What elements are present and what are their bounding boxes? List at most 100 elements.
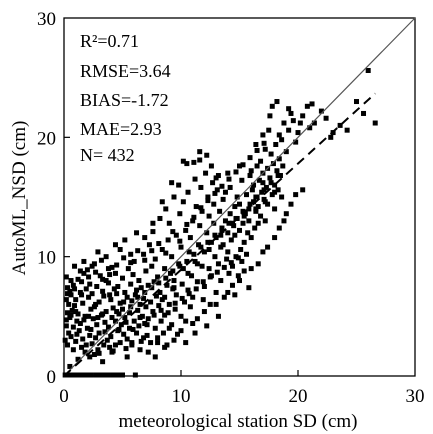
data-point [87,332,93,338]
data-point [84,267,90,273]
stat-rmse: RMSE=3.64 [80,61,171,81]
data-point [83,342,89,348]
data-point [82,349,88,355]
data-point [205,239,211,245]
data-point [207,274,213,280]
data-point [184,258,190,264]
data-point [262,146,268,152]
data-point [235,255,241,261]
data-point [249,187,255,193]
data-point [108,297,114,303]
data-point [235,273,241,279]
data-point [115,284,121,289]
data-point [164,282,170,288]
data-point [273,141,279,147]
data-point [300,113,306,119]
data-point [96,330,102,336]
data-point [191,214,197,220]
data-point [365,68,371,74]
data-point [112,270,118,276]
data-point [229,263,235,269]
data-point [141,251,147,257]
data-point [199,208,205,214]
data-point [204,152,210,158]
data-point [66,330,72,336]
data-point [100,276,106,282]
data-point [109,349,115,355]
data-point [232,292,238,298]
data-point [222,189,228,195]
data-point [169,180,175,186]
data-point [76,328,82,334]
data-point [201,309,207,315]
data-point [121,331,127,337]
data-point [221,294,227,300]
data-point [76,372,82,378]
data-point [290,118,296,124]
data-point [107,272,113,278]
data-point [89,263,95,269]
data-point [275,187,281,193]
y-tick-label: 10 [37,248,56,269]
data-point [162,266,168,272]
data-point [234,194,240,200]
data-point [248,168,254,174]
data-point [151,312,157,318]
data-point [212,232,218,238]
data-point [156,280,162,286]
stat-mae: MAE=2.93 [80,119,162,139]
data-point [266,127,272,133]
data-point [233,169,239,175]
data-point [135,294,141,300]
data-point [191,159,197,165]
data-point [117,340,123,346]
data-point [89,291,95,297]
data-point [221,264,227,270]
data-point [186,249,192,255]
data-point [300,187,306,193]
data-point [93,372,99,378]
data-point [178,328,184,334]
data-point [91,352,97,358]
data-point [79,279,85,285]
data-point [130,326,136,332]
data-point [65,291,71,297]
data-point [68,278,74,284]
data-point [232,204,238,210]
data-point [214,269,220,275]
data-point [178,313,184,319]
data-point [176,182,182,188]
data-point [149,285,155,291]
data-point [214,187,220,193]
data-point [157,215,163,221]
data-point [180,158,186,164]
data-point [194,261,200,267]
data-point [84,372,90,378]
data-point [213,301,219,307]
data-point [86,274,92,280]
data-point [74,318,80,324]
data-point [288,110,294,116]
data-point [286,106,292,112]
y-axis-label: AutoML_NSD (cm) [9,121,30,276]
data-point [323,115,329,121]
data-point [171,285,177,291]
data-point [177,211,183,217]
data-point [145,349,151,355]
data-point [142,235,148,241]
data-point [157,289,163,295]
data-point [62,337,68,343]
data-point [270,161,276,167]
data-point [198,184,204,190]
data-point [114,291,120,297]
data-point [190,320,196,326]
data-point [159,247,165,253]
stats-box: R²=0.71 RMSE=3.64 BIAS=-1.72 MAE=2.93 N=… [80,31,171,165]
data-point [166,325,172,331]
data-point [68,292,74,298]
data-point [244,251,250,257]
data-point [240,208,246,214]
data-point [112,318,118,324]
data-point [185,189,191,195]
data-point [261,187,267,193]
